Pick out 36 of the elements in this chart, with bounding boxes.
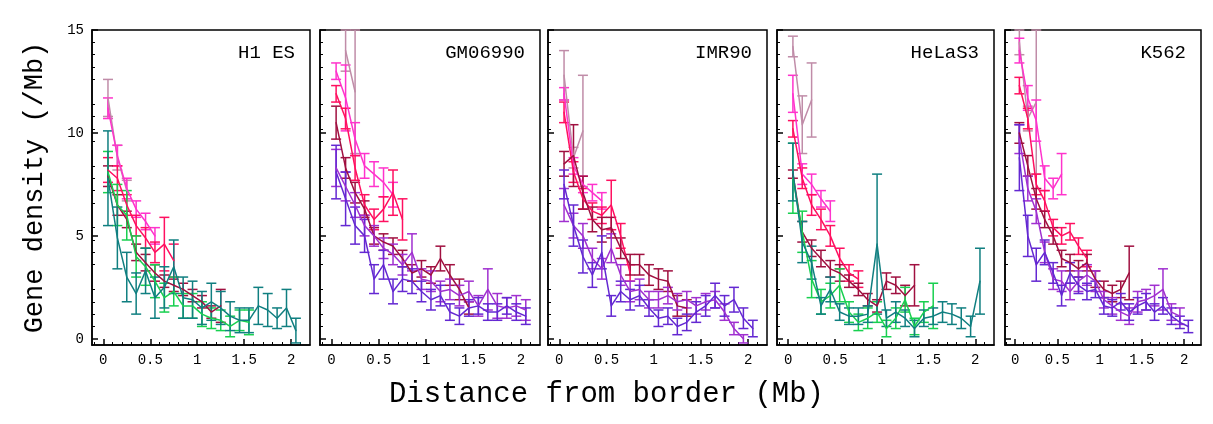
x-tick-label: 0: [327, 352, 336, 368]
x-tick-label: 1.5: [231, 352, 257, 368]
text: GM06990: [445, 41, 526, 64]
text: H1 ES: [237, 41, 296, 64]
x-tick-label: 1: [649, 352, 658, 368]
x-tick-label: 0.5: [1044, 352, 1070, 368]
x-tick-label: 1.5: [688, 352, 714, 368]
text: K562: [1140, 41, 1186, 64]
x-tick-label: 2: [971, 352, 980, 368]
x-tick-label: 1: [1095, 352, 1104, 368]
x-tick-label: 1: [422, 352, 431, 368]
x-tick-label: 1.5: [1129, 352, 1155, 368]
x-tick-label: 0: [555, 352, 564, 368]
text: HeLaS3: [910, 41, 980, 64]
x-tick-label: 0.5: [822, 352, 848, 368]
y-tick-label: 0: [75, 330, 84, 347]
x-tick-label: 2: [1179, 352, 1189, 368]
x-tick-label: 0.5: [593, 352, 620, 368]
x-tick-label: 0: [784, 352, 793, 368]
x-tick-label: 2: [287, 352, 296, 368]
x-axis-title: Distance from border (Mb): [387, 378, 826, 412]
x-tick-label: 2: [516, 352, 526, 368]
y-tick-label: 10: [67, 124, 84, 141]
x-tick-label: 1: [193, 352, 202, 368]
text: IMR90: [694, 41, 753, 64]
x-tick-label: 1.5: [461, 352, 487, 368]
x-tick-label: 0: [99, 352, 108, 368]
x-tick-label: 1: [877, 352, 886, 368]
x-tick-label: 0.5: [137, 352, 163, 368]
y-tick-label: 5: [75, 227, 84, 244]
x-tick-label: 0: [1010, 352, 1020, 368]
x-tick-label: 0.5: [366, 352, 392, 368]
y-tick-label: 15: [67, 22, 84, 38]
x-tick-label: 2: [743, 352, 753, 368]
y-axis-title: Gene density (/Mb): [19, 41, 50, 334]
x-tick-label: 1.5: [915, 352, 942, 368]
